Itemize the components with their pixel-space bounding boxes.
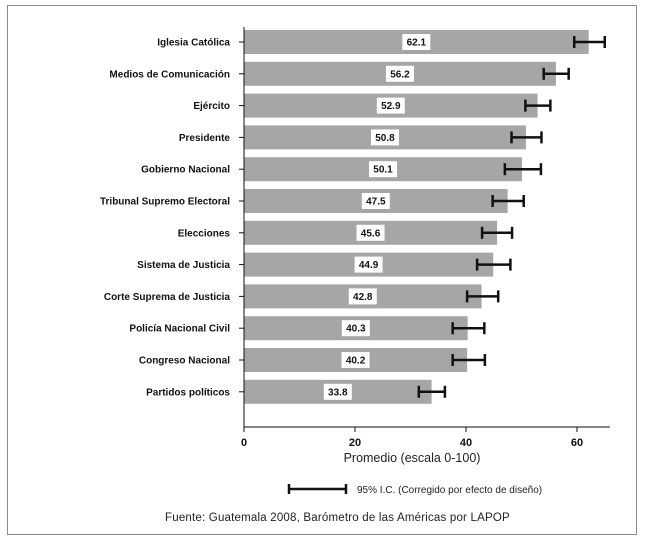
value-label: 47.5 [366, 197, 386, 208]
x-axis-label: Promedio (escala 0-100) [344, 451, 481, 465]
axis-layer: 0 20 40 60 [241, 27, 610, 449]
category-label: Policía Nacional Civil [129, 324, 230, 335]
category-label: Iglesia Católica [157, 38, 230, 49]
value-label: 33.8 [328, 387, 348, 398]
value-label: 45.6 [361, 228, 381, 239]
value-label-box [385, 65, 414, 82]
category-label: Ejército [193, 101, 230, 112]
value-label: 52.9 [381, 101, 401, 112]
value-label-box [341, 320, 370, 337]
x-tick-label: 40 [460, 437, 472, 449]
value-label-box [369, 161, 398, 178]
value-label: 42.8 [353, 292, 373, 303]
category-label: Partidos políticos [146, 387, 230, 398]
category-label: Gobierno Nacional [141, 165, 230, 176]
x-tick-label: 0 [241, 437, 247, 449]
bars-layer: Iglesia Católica 62.1 Medios de Comunicaci… [100, 30, 606, 404]
value-label-box [370, 129, 399, 146]
category-label: Tribunal Supremo Electoral [100, 197, 230, 208]
value-label-box [376, 97, 405, 114]
value-label-box [356, 224, 385, 241]
value-label: 40.2 [346, 356, 366, 367]
value-label: 50.1 [373, 165, 393, 176]
value-label: 50.8 [375, 133, 395, 144]
value-label-box [361, 193, 390, 209]
category-label: Presidente [179, 133, 231, 144]
value-label-box [402, 34, 431, 50]
legend-label: 95% I.C. (Corregido por efecto de diseño… [357, 485, 542, 496]
category-label: Elecciones [178, 228, 231, 239]
value-label: 56.2 [390, 69, 410, 80]
category-label: Sistema de Justicia [137, 260, 230, 271]
source-note: Fuente: Guatemala 2008, Barómetro de las… [165, 512, 510, 524]
category-label: Corte Suprema de Justicia [104, 292, 231, 303]
category-label: Medios de Comunicación [109, 69, 230, 80]
x-tick-label: 60 [571, 437, 583, 449]
x-tick-label: 20 [349, 437, 361, 449]
category-label: Congreso Nacional [139, 356, 230, 367]
value-label-box [354, 256, 383, 273]
value-label: 44.9 [359, 260, 379, 271]
value-label-box [341, 352, 370, 368]
value-label-box [323, 383, 352, 400]
value-label: 40.3 [346, 324, 366, 335]
value-label-box [348, 288, 377, 305]
value-label: 62.1 [407, 38, 427, 49]
